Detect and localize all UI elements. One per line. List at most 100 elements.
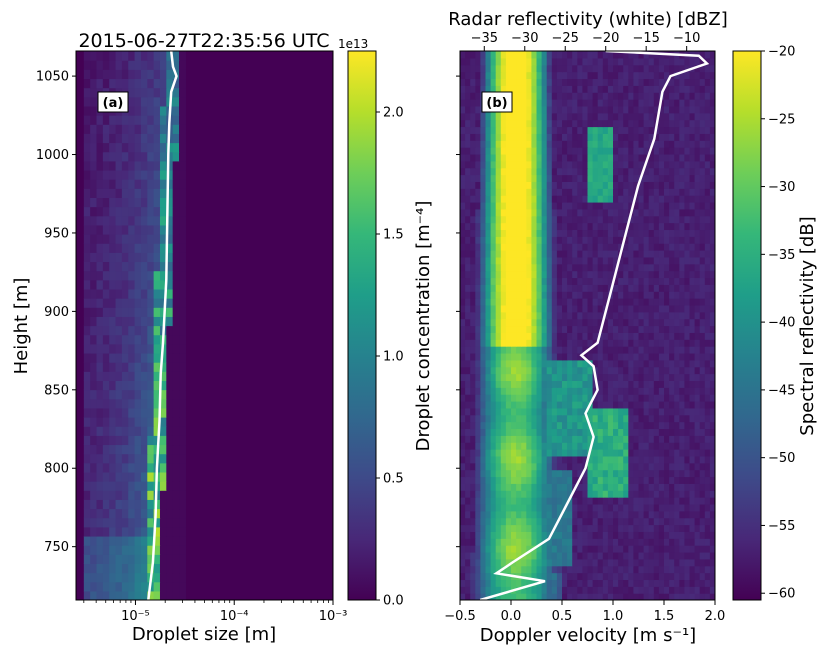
heatmap-cell	[90, 298, 98, 308]
heatmap-cell	[684, 140, 691, 148]
heatmap-cell	[551, 469, 558, 478]
heatmap-cell	[613, 236, 619, 244]
heatmap-cell	[470, 558, 476, 567]
heatmap-cell	[556, 236, 563, 244]
heatmap-cell	[96, 160, 104, 171]
heatmap-cell	[567, 243, 573, 251]
heatmap-cell	[613, 394, 619, 402]
heatmap-cell	[128, 554, 136, 564]
heatmap-cell	[653, 92, 660, 100]
heatmap-cell	[562, 428, 568, 436]
heatmap-cell	[638, 394, 645, 402]
heatmap-cell	[699, 304, 706, 313]
heatmap-cell	[607, 586, 614, 594]
heatmap-cell	[521, 291, 527, 299]
heatmap-cell	[147, 471, 155, 482]
heatmap-cell	[556, 256, 563, 265]
heatmap-cell	[567, 195, 573, 203]
heatmap-cell	[536, 57, 543, 66]
heatmap-cell	[102, 124, 110, 134]
heatmap-cell	[536, 339, 543, 347]
heatmap-cell	[699, 208, 706, 217]
heatmap-cell	[166, 380, 174, 391]
heatmap-cell	[704, 387, 711, 395]
heatmap-cell	[607, 414, 614, 423]
heatmap-cell	[562, 208, 568, 217]
heatmap-cell	[536, 78, 543, 86]
heatmap-cell	[475, 449, 481, 457]
heatmap-cell	[674, 524, 680, 532]
heatmap-cell	[166, 69, 174, 80]
heatmap-cell	[465, 352, 471, 361]
heatmap-cell	[602, 469, 609, 478]
heatmap-cell	[546, 586, 553, 594]
heatmap-cell	[511, 291, 517, 299]
heatmap-cell	[485, 545, 492, 553]
heatmap-cell	[90, 252, 98, 263]
heatmap-cell	[709, 304, 715, 313]
heatmap-cell	[485, 263, 492, 272]
heatmap-cell	[495, 57, 502, 66]
heatmap-cell	[516, 373, 522, 381]
heatmap-cell	[460, 462, 466, 471]
heatmap-cell	[587, 174, 594, 182]
heatmap-cell	[709, 325, 715, 333]
heatmap-cell	[140, 105, 148, 116]
heatmap-cell	[653, 222, 660, 231]
heatmap-cell	[490, 133, 497, 141]
heatmap-cell	[546, 112, 553, 121]
heatmap-cell	[689, 222, 696, 231]
heatmap-cell	[90, 115, 98, 125]
heatmap-cell	[643, 380, 650, 388]
heatmap-cell	[699, 222, 706, 231]
heatmap-cell	[521, 524, 527, 532]
heatmap-cell	[587, 572, 594, 581]
heatmap-cell	[172, 572, 180, 583]
heatmap-cell	[694, 147, 701, 155]
heatmap-cell	[521, 332, 527, 340]
heatmap-cell	[623, 256, 629, 265]
heatmap-cell	[618, 85, 624, 93]
heatmap-cell	[511, 593, 517, 600]
heatmap-cell	[83, 499, 91, 510]
heatmap-cell	[140, 462, 148, 473]
heatmap-cell	[618, 380, 624, 388]
heatmap-cell	[567, 311, 573, 320]
heatmap-cell	[658, 195, 665, 203]
heatmap-cell	[674, 167, 680, 176]
heatmap-cell	[618, 346, 624, 354]
heatmap-cell	[121, 417, 129, 427]
heatmap-cell	[546, 51, 553, 59]
heatmap-cell	[102, 334, 110, 345]
heatmap-cell	[521, 64, 527, 73]
heatmap-cell	[618, 160, 624, 169]
heatmap-cell	[582, 551, 589, 560]
heatmap-cell	[592, 85, 599, 93]
heatmap-cell	[505, 538, 512, 546]
heatmap-cell	[556, 469, 563, 478]
heatmap-cell	[664, 538, 670, 546]
heatmap-cell	[511, 469, 517, 478]
heatmap-cell	[536, 387, 543, 395]
heatmap-cell	[475, 311, 481, 320]
heatmap-cell	[689, 71, 696, 80]
heatmap-cell	[541, 373, 548, 381]
heatmap-cell	[643, 99, 650, 107]
heatmap-cell	[699, 153, 706, 162]
heatmap-cell	[460, 558, 466, 567]
heatmap-cell	[109, 499, 117, 510]
heatmap-cell	[567, 332, 573, 340]
heatmap-cell	[495, 359, 502, 368]
heatmap-cell	[90, 590, 98, 600]
heatmap-cell	[684, 64, 691, 73]
heatmap-cell	[541, 250, 548, 258]
heatmap-cell	[460, 455, 466, 464]
heatmap-cell	[121, 179, 129, 189]
heatmap-cell	[115, 590, 123, 600]
heatmap-cell	[536, 256, 543, 265]
heatmap-cell	[115, 389, 123, 400]
heatmap-cell	[460, 394, 466, 402]
heatmap-cell	[115, 307, 123, 317]
heatmap-cell	[172, 298, 180, 308]
heatmap-cell	[679, 586, 685, 594]
